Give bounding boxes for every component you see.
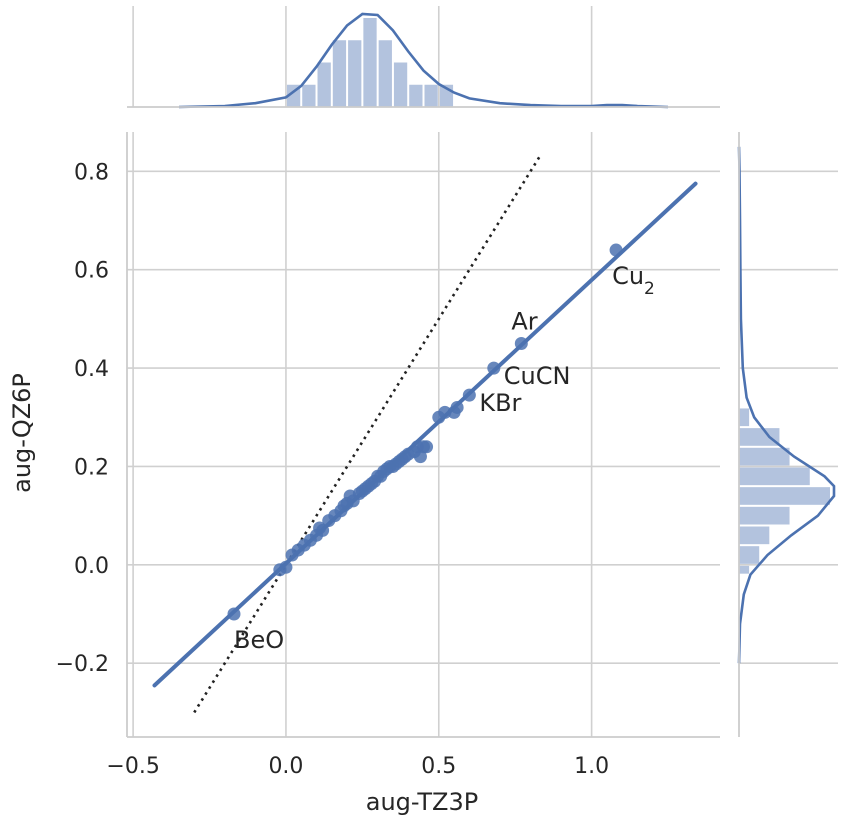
- y-marginal-distribution: [737, 146, 836, 664]
- scatter-point: [279, 560, 293, 574]
- scatter-point: [487, 361, 501, 375]
- x-histogram-bar: [424, 84, 438, 107]
- scatter-point: [420, 440, 434, 454]
- y-tick-label: 0.8: [74, 160, 109, 185]
- x-histogram-bar: [332, 40, 347, 107]
- regression-line: [152, 181, 698, 688]
- x-tick-label: 1.0: [574, 754, 609, 779]
- scatter-point: [462, 388, 476, 402]
- plot-lines: [152, 155, 698, 714]
- x-histogram-bar: [363, 18, 377, 107]
- annotation-label: Cu2: [612, 262, 655, 299]
- y-histogram-bar: [739, 428, 780, 446]
- annotation-label: BeO: [234, 626, 284, 654]
- scatter-point: [609, 243, 623, 257]
- y-histogram-bar: [739, 467, 810, 486]
- x-tick-label: 0.0: [268, 754, 303, 779]
- y-tick-label: 0.0: [74, 554, 109, 579]
- x-histogram-bar: [393, 62, 408, 107]
- scatter-point: [450, 400, 464, 414]
- scatter-point: [514, 337, 528, 351]
- x-axis-label: aug-TZ3P: [366, 788, 478, 816]
- y-tick-label: −0.2: [56, 652, 109, 677]
- x-histogram-bar: [409, 84, 423, 107]
- grid: [127, 6, 838, 737]
- x-histogram-bar: [302, 84, 316, 107]
- y-tick-label: 0.4: [74, 357, 109, 382]
- x-histogram-bar: [317, 62, 331, 107]
- x-tick-label: 0.5: [421, 754, 456, 779]
- scatter-point: [438, 405, 452, 419]
- y-axis-label: aug-QZ6P: [8, 373, 36, 493]
- y-histogram-bar: [739, 408, 750, 427]
- annotation-label: CuCN: [504, 362, 571, 390]
- x-kde-curve: [178, 12, 669, 109]
- y-kde-curve: [737, 146, 836, 664]
- x-histogram-bar: [378, 40, 392, 107]
- scatter-points: [227, 243, 623, 621]
- y-histogram-bar: [739, 546, 760, 564]
- y-tick-label: 0.6: [74, 259, 109, 284]
- annotation-subscript: 2: [644, 279, 655, 299]
- axes-spines: [126, 106, 740, 738]
- x-histogram-bar: [348, 40, 362, 107]
- scatter-point: [313, 521, 327, 535]
- annotation-label: KBr: [479, 389, 521, 417]
- x-marginal-distribution: [178, 12, 669, 109]
- tick-labels: −0.5 0.0 0.5 1.0 −0.2 0.0 0.2 0.4 0.6 0.8: [56, 160, 610, 779]
- y-histogram-bar: [739, 447, 790, 466]
- y-histogram-bar: [739, 487, 830, 505]
- y-histogram-bar: [739, 526, 770, 545]
- y-histogram-bar: [739, 506, 790, 525]
- y-histogram-bar: [739, 565, 750, 574]
- y-tick-label: 0.2: [74, 455, 109, 480]
- scatter-point: [413, 450, 427, 464]
- x-tick-label: −0.5: [106, 754, 159, 779]
- scatter-point: [227, 607, 241, 621]
- annotation-label: Ar: [511, 308, 537, 336]
